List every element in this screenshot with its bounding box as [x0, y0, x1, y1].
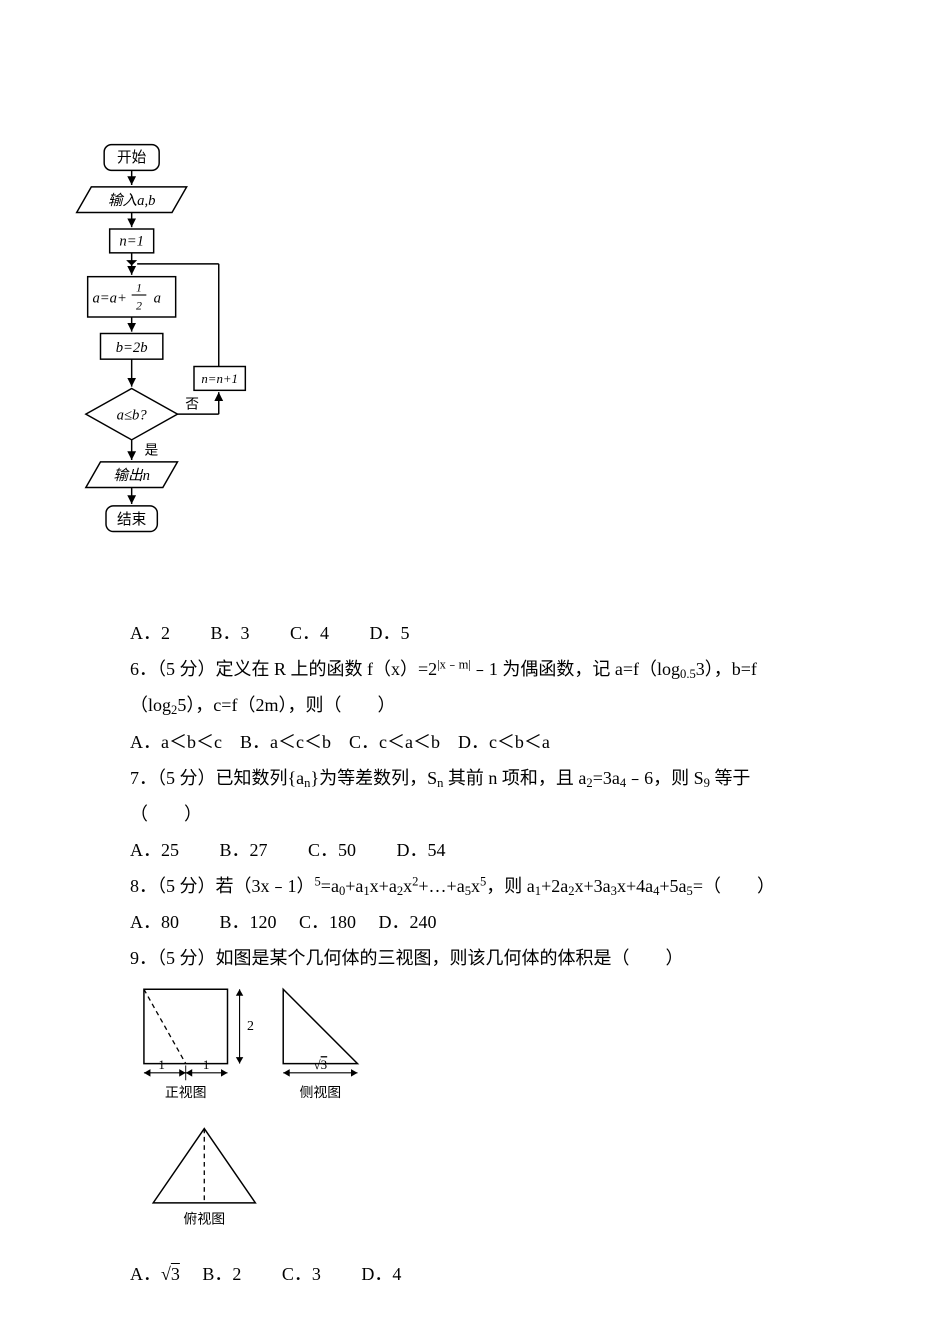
opt-b-val: 3 — [241, 623, 250, 643]
side-label: 侧视图 — [299, 1085, 341, 1101]
q6-mid2: 3），b=f — [696, 659, 757, 679]
q6-exp: |x﹣m| — [437, 658, 471, 672]
q8-m11: +5a — [659, 876, 686, 896]
flow-out-label: 输出n — [113, 467, 150, 484]
q8-d-val: 240 — [410, 912, 437, 932]
q6-stem-line1: 6．（5 分）定义在 R 上的函数 f（x）=2|x﹣m|﹣1 为偶函数，记 a… — [130, 651, 855, 687]
q9-c-val: 3 — [312, 1264, 321, 1284]
flow-frac-num: 1 — [136, 280, 142, 294]
flow-dec-label: a≤b? — [117, 408, 148, 424]
front-height-label: 2 — [247, 1019, 254, 1034]
q6-options: A．a＜b＜c B．a＜c＜b C．c＜a＜b D．c＜b＜a — [130, 724, 855, 760]
q9-d-label: D． — [361, 1264, 392, 1284]
q7-mid5: 等于 — [710, 768, 751, 788]
q9-b-val: 2 — [232, 1264, 241, 1284]
flow-input-label: 输入a,b — [108, 192, 156, 209]
q7-stem-line1: 7．（5 分）已知数列{an}为等差数列，Sn 其前 n 项和，且 a2=3a4… — [130, 760, 855, 796]
q8-m10: x+4a — [617, 876, 653, 896]
q8-m7: ，则 a — [486, 876, 535, 896]
q7-c-val: 50 — [338, 840, 356, 860]
flow-yes-label: 是 — [145, 443, 159, 458]
q7-prefix: 7．（5 分）已知数列{a — [130, 768, 304, 788]
front-label: 正视图 — [165, 1085, 207, 1101]
q6-l2-rest: 5），c=f（2m），则（ ） — [177, 695, 395, 715]
q8-d-label: D． — [379, 912, 410, 932]
q8-a-label: A． — [130, 912, 161, 932]
text-content: A．2 B．3 C．4 D．5 6．（5 分）定义在 R 上的函数 f（x）=2… — [130, 615, 855, 1292]
q8-b-val: 120 — [250, 912, 277, 932]
q6-prefix: 6．（5 分）定义在 R 上的函数 f（x）=2 — [130, 659, 437, 679]
q8-a-val: 80 — [161, 912, 179, 932]
q7-d-val: 54 — [428, 840, 446, 860]
q6-l2-open: （log — [130, 695, 171, 715]
q7-a-val: 25 — [161, 840, 179, 860]
flow-frac-den: 2 — [136, 299, 142, 313]
q9-d-val: 4 — [392, 1264, 401, 1284]
q9-a-val: √3 — [161, 1264, 180, 1284]
q8-c-val: 180 — [329, 912, 356, 932]
opt-a-val: 2 — [161, 623, 170, 643]
q7-mid3: =3a — [593, 768, 620, 788]
q8-prefix: 8．（5 分）若（3x﹣1） — [130, 876, 315, 896]
q7-b-label: B． — [220, 840, 250, 860]
q6-sub1: 0.5 — [680, 667, 696, 681]
q9-options: A．√3 B．2 C．3 D．4 — [130, 1256, 855, 1292]
three-view-figure: 2 1 1 正视图 √3 — [130, 980, 390, 1240]
front-view: 2 1 1 正视图 — [144, 990, 254, 1102]
top-label: 俯视图 — [183, 1212, 225, 1228]
flow-no-label: 否 — [185, 397, 199, 412]
q6-mid1: ﹣1 为偶函数，记 a=f（log — [471, 659, 680, 679]
opt-d-label: D． — [370, 623, 401, 643]
q8-m1: =a — [321, 876, 339, 896]
q8-m8: +2a — [541, 876, 568, 896]
opt-a-label: A． — [130, 623, 161, 643]
front-w-left: 1 — [158, 1057, 165, 1072]
q8-m12: =（ ） — [693, 876, 775, 896]
page: 开始 输入a,b n=1 a=a+ 1 2 a b=2b a≤b? 否 n=n — [0, 0, 945, 1292]
opt-b-label: B． — [211, 623, 241, 643]
q8-c-label: C． — [299, 912, 329, 932]
q7-a-label: A． — [130, 840, 161, 860]
side-w-label: √3 — [314, 1057, 328, 1072]
q5-options: A．2 B．3 C．4 D．5 — [130, 615, 855, 651]
opt-d-val: 5 — [401, 623, 410, 643]
flow-start-label: 开始 — [117, 149, 147, 166]
q7-c-label: C． — [308, 840, 338, 860]
flow-aeq-right: a — [154, 290, 161, 306]
q7-mid2: 其前 n 项和，且 a — [443, 768, 586, 788]
opt-c-val: 4 — [320, 623, 329, 643]
q8-m9: x+3a — [575, 876, 611, 896]
q7-mid1: }为等差数列，S — [310, 768, 437, 788]
q6-stem-line2: （log25），c=f（2m），则（ ） — [130, 687, 855, 723]
q8-options: A．80 B．120 C．180 D．240 — [130, 904, 855, 940]
q7-options: A．25 B．27 C．50 D．54 — [130, 832, 855, 868]
q8-m2: +a — [345, 876, 363, 896]
q9-b-label: B． — [202, 1264, 232, 1284]
q7-b-val: 27 — [250, 840, 268, 860]
flow-n1-label: n=1 — [119, 234, 144, 250]
q8-b-label: B． — [220, 912, 250, 932]
q7-mid4: ﹣6，则 S — [626, 768, 704, 788]
q8-m6: x — [471, 876, 480, 896]
q9-a-label: A． — [130, 1264, 161, 1284]
flow-npp-label: n=n+1 — [201, 372, 238, 386]
q7-d-label: D． — [397, 840, 428, 860]
front-w-right: 1 — [203, 1057, 210, 1072]
flowchart-figure: 开始 输入a,b n=1 a=a+ 1 2 a b=2b a≤b? 否 n=n — [40, 100, 260, 600]
q8-m3: x+a — [370, 876, 397, 896]
flow-aeq-left: a=a+ — [92, 290, 126, 306]
top-view: 俯视图 — [153, 1129, 255, 1228]
q8-stem: 8．（5 分）若（3x﹣1）5=a0+a1x+a2x2+…+a5x5，则 a1+… — [130, 868, 855, 904]
q9-c-label: C． — [282, 1264, 312, 1284]
q9-stem: 9．（5 分）如图是某个几何体的三视图，则该几何体的体积是（ ） — [130, 940, 855, 976]
opt-c-label: C． — [290, 623, 320, 643]
flow-end-label: 结束 — [117, 511, 147, 528]
q8-m4: x — [403, 876, 412, 896]
q8-m5: +…+a — [418, 876, 464, 896]
flow-b2b-label: b=2b — [116, 340, 148, 356]
q7-stem-line2: （ ） — [130, 796, 855, 832]
side-view: √3 侧视图 — [283, 990, 357, 1102]
